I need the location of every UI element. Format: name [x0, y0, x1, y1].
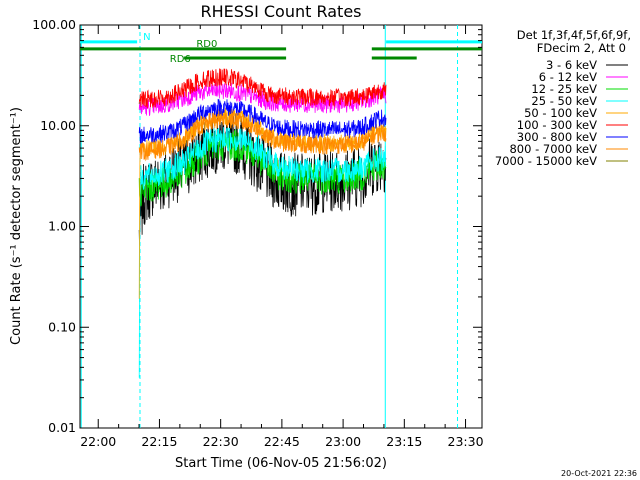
legend-entry-label: 800 - 7000 keV: [509, 142, 597, 156]
x-tick-label: 22:30: [203, 434, 239, 449]
legend-entry-label: 12 - 25 keV: [531, 82, 597, 96]
footer-date: 20-Oct-2021 22:36: [561, 469, 637, 478]
legend-title-line-2: FDecim 2, Att 0: [537, 41, 626, 55]
y-tick-label: 100.00: [32, 17, 76, 32]
x-tick-label: 23:30: [448, 434, 484, 449]
vertical-markers: [80, 25, 459, 428]
x-tick-label: 22:00: [80, 434, 116, 449]
series-layer: [138, 68, 387, 378]
legend-entry-label: 7000 - 15000 keV: [495, 154, 597, 168]
annotation-label-rd6: RD6: [170, 54, 191, 65]
x-tick-label: 23:00: [325, 434, 361, 449]
x-tick-label: 23:15: [386, 434, 422, 449]
plot-frame: [79, 24, 483, 429]
legend-entry-label: 3 - 6 keV: [546, 58, 597, 72]
legend-entry-label: 50 - 100 keV: [524, 106, 597, 120]
y-axis-label: Count Rate (s⁻¹ detector segment⁻¹): [9, 107, 24, 345]
x-tick-label: 22:45: [264, 434, 300, 449]
series-line-7: [138, 110, 387, 162]
legend-entry-label: 25 - 50 keV: [531, 94, 597, 108]
y-tick-label: 1.00: [48, 219, 76, 234]
y-tick-label: 10.00: [40, 118, 76, 133]
series-line-5: [138, 68, 387, 109]
series-line-3: [138, 127, 387, 378]
y-tick-labels: 0.01 0.10 1.00 10.00 100.00: [32, 17, 76, 435]
annotation-label-n: N: [143, 32, 150, 43]
chart-title: RHESSI Count Rates: [201, 2, 362, 21]
x-tick-labels: 22:00 22:15 22:30 22:45 23:00 23:15 23:30: [80, 434, 483, 449]
legend-entry-label: 100 - 300 keV: [517, 118, 597, 132]
legend-entry-label: 6 - 12 keV: [539, 70, 597, 84]
plot-area: N RD0 RD6: [79, 24, 483, 429]
legend: Det 1f,3f,4f,5f,6f,9f, FDecim 2, Att 0 3…: [495, 28, 631, 168]
annotation-bars: N RD0 RD6: [80, 32, 482, 65]
y-tick-label: 0.01: [48, 420, 76, 435]
x-tick-label: 22:15: [141, 434, 177, 449]
y-tick-label: 0.10: [48, 319, 76, 334]
axis-ticks: [80, 24, 482, 429]
annotation-label-rd0: RD0: [196, 39, 217, 50]
legend-entry-label: 300 - 800 keV: [517, 130, 597, 144]
legend-title-line-1: Det 1f,3f,4f,5f,6f,9f,: [517, 28, 631, 42]
series-line-2: [138, 129, 387, 207]
x-axis-label: Start Time (06-Nov-05 21:56:02): [175, 456, 387, 471]
